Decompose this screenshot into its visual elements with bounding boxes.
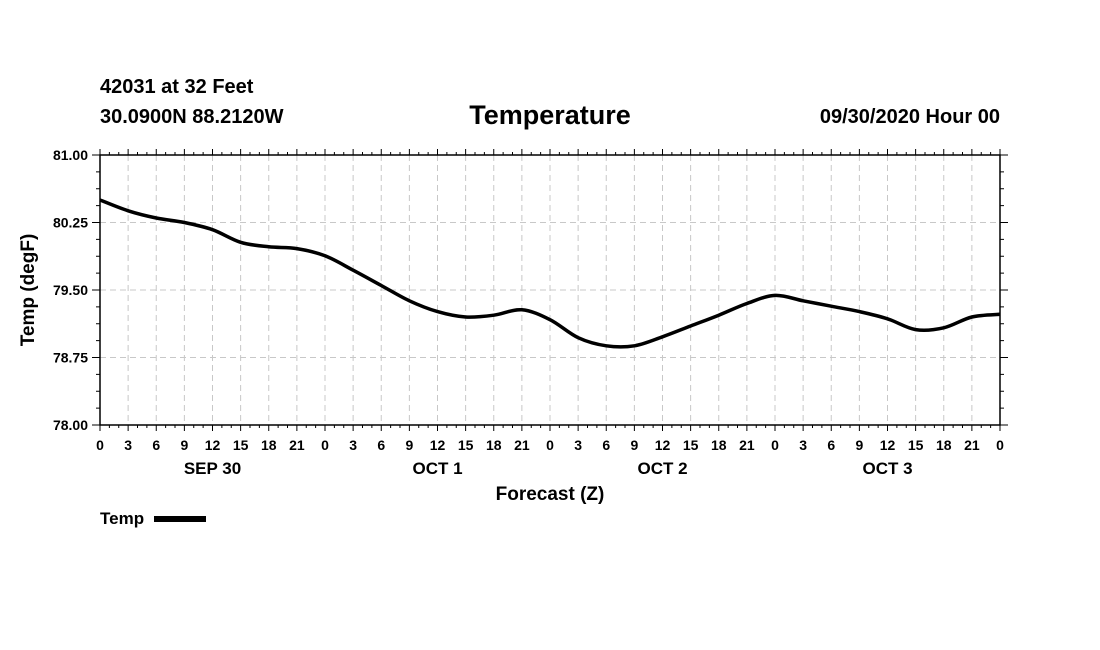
x-axis-label: Forecast (Z): [496, 484, 605, 505]
x-tick-label: 3: [124, 437, 132, 453]
x-tick-label: 15: [683, 437, 699, 453]
tick-labels: 78.00 78.75 79.50 80.25 81.00 0 3 6 9 12 15 18 21 0 3 6…: [53, 147, 1004, 478]
x-tick-label: 21: [739, 437, 755, 453]
chart-title: Temperature: [469, 100, 631, 130]
x-tick-label: 9: [855, 437, 863, 453]
x-tick-label: 21: [289, 437, 305, 453]
x-tick-label: 18: [261, 437, 277, 453]
x-tick-label: 18: [711, 437, 727, 453]
x-tick-label: 15: [458, 437, 474, 453]
x-tick-label: 12: [205, 437, 221, 453]
station-name: 42031 at 32 Feet: [100, 76, 254, 98]
x-tick-label: 3: [349, 437, 357, 453]
series-line-temp: [99, 198, 1001, 349]
day-label: OCT 2: [637, 459, 687, 478]
day-label: OCT 1: [412, 459, 462, 478]
y-tick-label: 78.00: [53, 417, 88, 433]
x-tick-label: 0: [321, 437, 329, 453]
x-tick-label: 6: [152, 437, 160, 453]
x-tick-label: 6: [827, 437, 835, 453]
x-tick-label: 9: [630, 437, 638, 453]
x-tick-label: 0: [546, 437, 554, 453]
x-tick-label: 18: [936, 437, 952, 453]
x-tick-label: 9: [180, 437, 188, 453]
x-tick-label: 12: [430, 437, 446, 453]
x-tick-label: 12: [880, 437, 896, 453]
x-tick-label: 15: [233, 437, 249, 453]
y-tick-label: 79.50: [53, 282, 88, 298]
x-tick-label: 21: [514, 437, 530, 453]
y-axis-label: Temp (degF): [18, 234, 39, 347]
grid: [100, 155, 1000, 425]
y-tick-label: 80.25: [53, 215, 88, 231]
axes: [92, 149, 1008, 431]
x-tick-label: 6: [602, 437, 610, 453]
y-tick-label: 81.00: [53, 147, 88, 163]
y-tick-label: 78.75: [53, 350, 88, 366]
day-label: SEP 30: [184, 459, 241, 478]
x-tick-label: 9: [405, 437, 413, 453]
run-time: 09/30/2020 Hour 00: [819, 106, 1000, 128]
legend: Temp: [100, 509, 207, 529]
x-tick-label: 21: [964, 437, 980, 453]
series: [99, 198, 1001, 349]
x-tick-label: 0: [771, 437, 779, 453]
station-location: 30.0900N 88.2120W: [100, 106, 284, 128]
x-tick-label: 18: [486, 437, 502, 453]
x-tick-label: 12: [655, 437, 671, 453]
legend-line-swatch: [154, 516, 207, 522]
x-tick-label: 3: [574, 437, 582, 453]
x-tick-label: 0: [996, 437, 1004, 453]
x-tick-label: 15: [908, 437, 924, 453]
legend-label: Temp: [100, 509, 145, 528]
x-tick-label: 0: [96, 437, 104, 453]
day-label: OCT 3: [862, 459, 912, 478]
x-tick-label: 3: [799, 437, 807, 453]
x-tick-label: 6: [377, 437, 385, 453]
